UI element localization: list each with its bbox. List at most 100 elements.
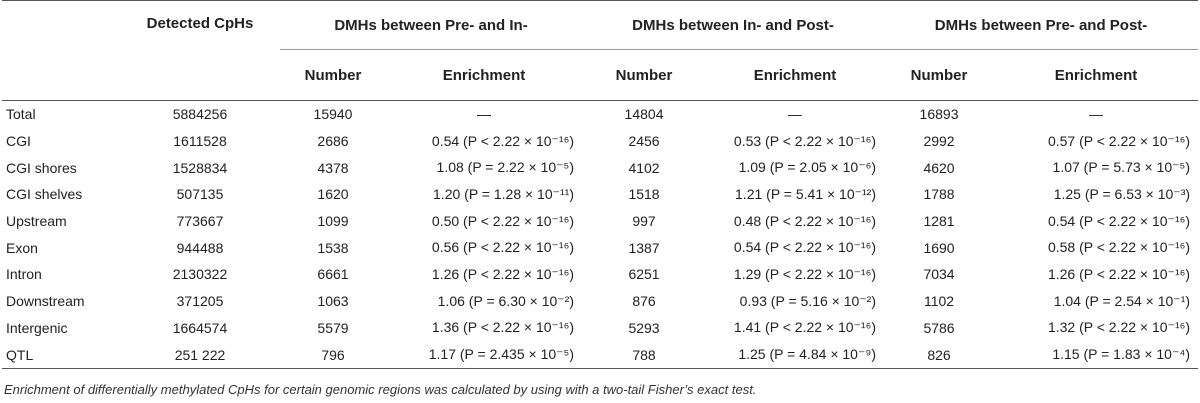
number-cell: 1099 [317, 213, 349, 230]
table-row: Exon 944488 1538 0.56 (P < 2.22 × 10⁻¹⁶) 138… [2, 234, 1198, 261]
number-cell: 1518 [628, 186, 660, 203]
table-row: QTL 251 222 796 1.17 (P = 2.435 × 10⁻⁵) 788 1… [2, 341, 1199, 369]
number-cell: 826 [884, 341, 995, 369]
number-header: Number [582, 49, 707, 101]
enrichment-header: Enrichment [994, 49, 1199, 101]
number-cell: 1063 [317, 293, 349, 310]
row-label: Upstream [6, 213, 67, 230]
enrichment-header: Enrichment [706, 49, 885, 101]
enrichment-cell: 0.57 (P < 2.22 × 10⁻¹⁶) [1047, 132, 1191, 149]
detected-cell: 944488 [176, 239, 224, 256]
number-cell: 15940 [313, 106, 353, 123]
enrichment-cell: 0.58 (P < 2.22 × 10⁻¹⁶) [1047, 239, 1191, 256]
row-label: CGI [6, 133, 31, 150]
number-header: Number [884, 49, 995, 101]
enrichment-cell: 1.20 (P = 1.28 × 10⁻¹¹) [433, 185, 575, 202]
number-cell: 5786 [923, 319, 955, 336]
number-cell: 6661 [317, 266, 349, 283]
number-cell: 6251 [628, 266, 660, 283]
number-cell: 1690 [923, 239, 955, 256]
number-header: Number [280, 49, 386, 101]
number-cell: 1788 [923, 186, 955, 203]
row-label: Intergenic [6, 319, 68, 336]
table-row: CGI shelves 507135 1620 1.20 (P = 1.28 × 10… [2, 181, 1198, 208]
enrichment-cell: 1.06 (P = 6.30 × 10⁻²) [437, 292, 575, 309]
detected-cell: 1528834 [172, 159, 228, 176]
row-label: QTL [2, 341, 120, 369]
detected-cell: 1611528 [173, 133, 227, 150]
number-cell: 16893 [919, 106, 959, 123]
enrichment-cell: 1.41 (P < 2.22 × 10⁻¹⁶) [733, 319, 877, 336]
detected-cell: 5884256 [172, 106, 228, 123]
enrichment-cell: 0.54 (P < 2.22 × 10⁻¹⁶) [1047, 212, 1191, 229]
table-row: CGI shores 1528834 4378 1.08 (P = 2.22 × 10… [2, 154, 1198, 181]
enrichment-cell: 1.25 (P = 4.84 × 10⁻⁹) [706, 341, 885, 369]
enrichment-cell: 1.29 (P < 2.22 × 10⁻¹⁶) [733, 265, 877, 282]
empty-corner-2 [2, 49, 120, 101]
enrichment-cell: — [788, 106, 803, 123]
detected-cell: 773667 [176, 213, 224, 230]
group-header-pre-in: DMHs between Pre- and In- [280, 0, 583, 50]
number-cell: 1281 [923, 213, 955, 230]
table-row: Upstream 773667 1099 0.50 (P < 2.22 × 10⁻¹⁶… [2, 208, 1198, 235]
number-cell: 5579 [317, 319, 349, 336]
detected-header: Detected CpHs [120, 0, 280, 101]
enrichment-cell: — [477, 106, 491, 123]
detected-cell: 251 222 [120, 341, 280, 369]
enrichment-cell: 1.32 (P < 2.22 × 10⁻¹⁶) [1047, 319, 1191, 336]
enrichment-header: Enrichment [386, 49, 583, 101]
enrichment-cell: 1.26 (P < 2.22 × 10⁻¹⁶) [1047, 265, 1191, 282]
table-row: Downstream 371205 1063 1.06 (P = 6.30 × 10⁻… [2, 288, 1198, 315]
number-cell: 1102 [923, 293, 955, 310]
table-row: Intron 2130322 6661 1.26 (P < 2.22 × 10⁻¹⁶)… [2, 261, 1198, 288]
group-header-pre-post: DMHs between Pre- and Post- [884, 0, 1199, 50]
number-cell: 14804 [624, 106, 664, 123]
enrichment-cell: 1.04 (P = 2.54 × 10⁻¹) [1053, 292, 1191, 309]
footnote: Enrichment of differentially methylated … [4, 382, 757, 397]
enrichment-cell: 1.25 (P = 6.53 × 10⁻³) [1053, 185, 1191, 202]
number-cell: 997 [632, 213, 656, 230]
detected-cell: 371205 [176, 293, 224, 310]
number-cell: 876 [632, 293, 656, 310]
table-row: Total 5884256 15940 — 14804 — 16893 — [2, 101, 1198, 128]
number-cell: 2456 [628, 133, 660, 150]
group-header-in-post: DMHs between In- and Post- [582, 0, 885, 50]
enrichment-cell: 1.08 (P = 2.22 × 10⁻⁵) [436, 159, 575, 176]
row-label: Downstream [6, 293, 85, 310]
row-label: Exon [6, 239, 38, 256]
enrichment-cell: — [1089, 106, 1104, 123]
enrichment-cell: 1.09 (P = 2.05 × 10⁻⁶) [738, 159, 877, 176]
enrichment-cell: 1.07 (P = 5.73 × 10⁻⁵) [1052, 159, 1191, 176]
enrichment-cell: 0.54 (P < 2.22 × 10⁻¹⁶) [733, 239, 877, 256]
enrichment-cell: 0.54 (P < 2.22 × 10⁻¹⁶) [431, 132, 575, 149]
detected-cell: 2130322 [172, 266, 228, 283]
enrichment-cell: 0.50 (P < 2.22 × 10⁻¹⁶) [431, 212, 575, 229]
number-cell: 7034 [923, 266, 955, 283]
enrichment-cell: 1.17 (P = 2.435 × 10⁻⁵) [386, 341, 583, 369]
row-label: CGI shelves [6, 186, 83, 203]
enrichment-cell: 1.21 (P = 5.41 × 10⁻¹²) [735, 185, 877, 202]
row-label: Intron [6, 266, 42, 283]
number-cell: 5293 [628, 319, 660, 336]
table-body: Total 5884256 15940 — 14804 — 16893 — CGI 1611528… [2, 101, 1199, 369]
number-cell: 2686 [317, 133, 349, 150]
detected-cell: 507135 [176, 186, 224, 203]
enrichment-cell: 0.53 (P < 2.22 × 10⁻¹⁶) [733, 132, 877, 149]
detected-cell: 1664574 [172, 319, 228, 336]
number-cell: 1387 [628, 239, 660, 256]
empty-corner [2, 0, 120, 50]
number-cell: 796 [280, 341, 386, 369]
enrichment-cell: 0.93 (P = 5.16 × 10⁻²) [739, 292, 877, 309]
enrichment-cell: 1.26 (P < 2.22 × 10⁻¹⁶) [431, 265, 575, 282]
table-row: Intergenic 1664574 5579 1.36 (P < 2.22 × 10… [2, 315, 1198, 342]
enrichment-cell: 0.56 (P < 2.22 × 10⁻¹⁶) [431, 239, 575, 256]
number-cell: 4378 [317, 159, 349, 176]
enrichment-cell: 1.36 (P < 2.22 × 10⁻¹⁶) [431, 319, 575, 336]
enrichment-cell: 0.48 (P < 2.22 × 10⁻¹⁶) [733, 212, 877, 229]
number-cell: 2992 [923, 133, 955, 150]
row-label: Total [6, 106, 36, 123]
enrichment-table: Detected CpHs DMHs between Pre- and In- … [2, 0, 1199, 369]
enrichment-cell: 1.15 (P = 1.83 × 10⁻⁴) [994, 341, 1199, 369]
row-label: CGI shores [6, 159, 77, 176]
